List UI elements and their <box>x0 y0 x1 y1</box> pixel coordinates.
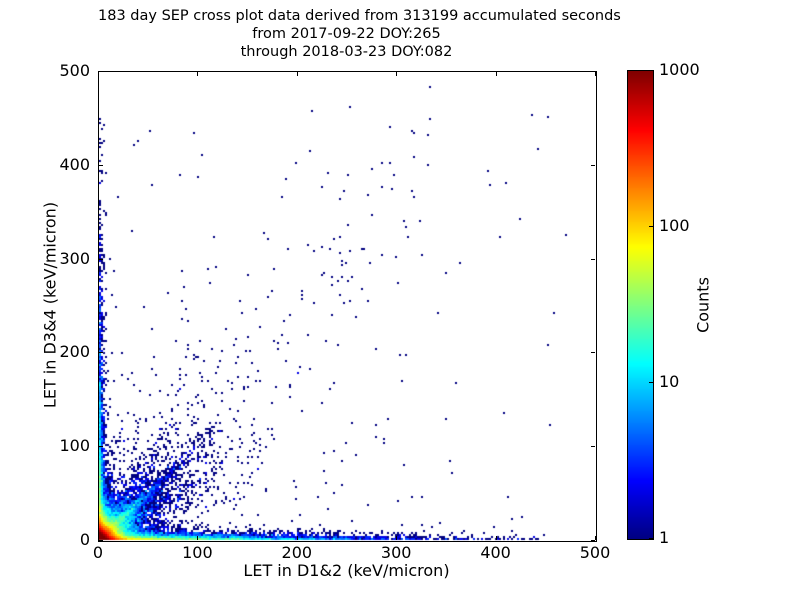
x-tick-label: 200 <box>281 543 313 562</box>
y-tick <box>99 71 103 72</box>
colorbar-tick <box>649 382 653 383</box>
colorbar-tick <box>649 538 653 539</box>
y-tick-label: 0 <box>79 530 90 549</box>
x-tick-label: 300 <box>380 543 412 562</box>
y-tick <box>99 258 103 260</box>
y-tick-right <box>591 71 595 72</box>
chart-title: 183 day SEP cross plot data derived from… <box>98 7 621 61</box>
y-tick-right <box>591 164 595 166</box>
x-tick-top <box>98 72 99 76</box>
plot-area <box>98 71 597 542</box>
y-tick-right <box>591 352 595 354</box>
x-tick-top <box>296 72 298 76</box>
x-tick-top <box>396 72 398 76</box>
x-tick-top <box>595 72 596 76</box>
y-tick-right <box>591 540 595 541</box>
y-tick-label: 500 <box>59 61 90 80</box>
y-tick <box>99 164 103 166</box>
y-tick-label: 200 <box>59 342 90 362</box>
y-tick-right <box>591 258 595 260</box>
title-line-1: 183 day SEP cross plot data derived from… <box>98 8 621 24</box>
x-tick <box>98 536 99 540</box>
colorbar-tick-label: 100 <box>659 216 690 235</box>
colorbar-label: Counts <box>693 277 713 333</box>
x-tick-label: 400 <box>480 543 511 562</box>
x-tick <box>396 536 398 540</box>
x-tick <box>296 536 298 540</box>
y-tick <box>99 352 103 354</box>
x-tick-label: 0 <box>92 543 104 562</box>
x-tick <box>197 536 199 540</box>
colorbar-tick-label: 1 <box>659 528 670 547</box>
y-tick-right <box>591 446 595 448</box>
colorbar-tick-label: 1000 <box>659 60 700 79</box>
x-tick-top <box>197 72 199 76</box>
x-tick-label: 500 <box>579 543 611 562</box>
x-axis-label: LET in D1&2 (keV/micron) <box>243 561 450 580</box>
y-tick-label: 300 <box>59 248 90 268</box>
title-line-2: from 2017-09-22 DOY:265 <box>252 26 441 42</box>
colorbar-tick <box>649 226 653 227</box>
x-tick <box>595 536 596 540</box>
colorbar-tick <box>649 70 653 71</box>
scatter-heatmap-canvas <box>99 72 596 541</box>
x-tick-label: 100 <box>182 543 213 562</box>
y-tick <box>99 540 103 541</box>
colorbar <box>627 70 654 540</box>
x-tick <box>495 536 497 540</box>
title-line-3: through 2018-03-23 DOY:082 <box>240 44 453 60</box>
y-tick-label: 100 <box>59 436 90 456</box>
y-axis-label: LET in D3&4 (keV/micron) <box>40 201 60 409</box>
y-tick <box>99 446 103 448</box>
colorbar-gradient-canvas <box>628 71 653 539</box>
colorbar-tick-label: 10 <box>659 372 680 391</box>
x-tick-top <box>495 72 497 76</box>
y-tick-label: 400 <box>59 154 90 174</box>
